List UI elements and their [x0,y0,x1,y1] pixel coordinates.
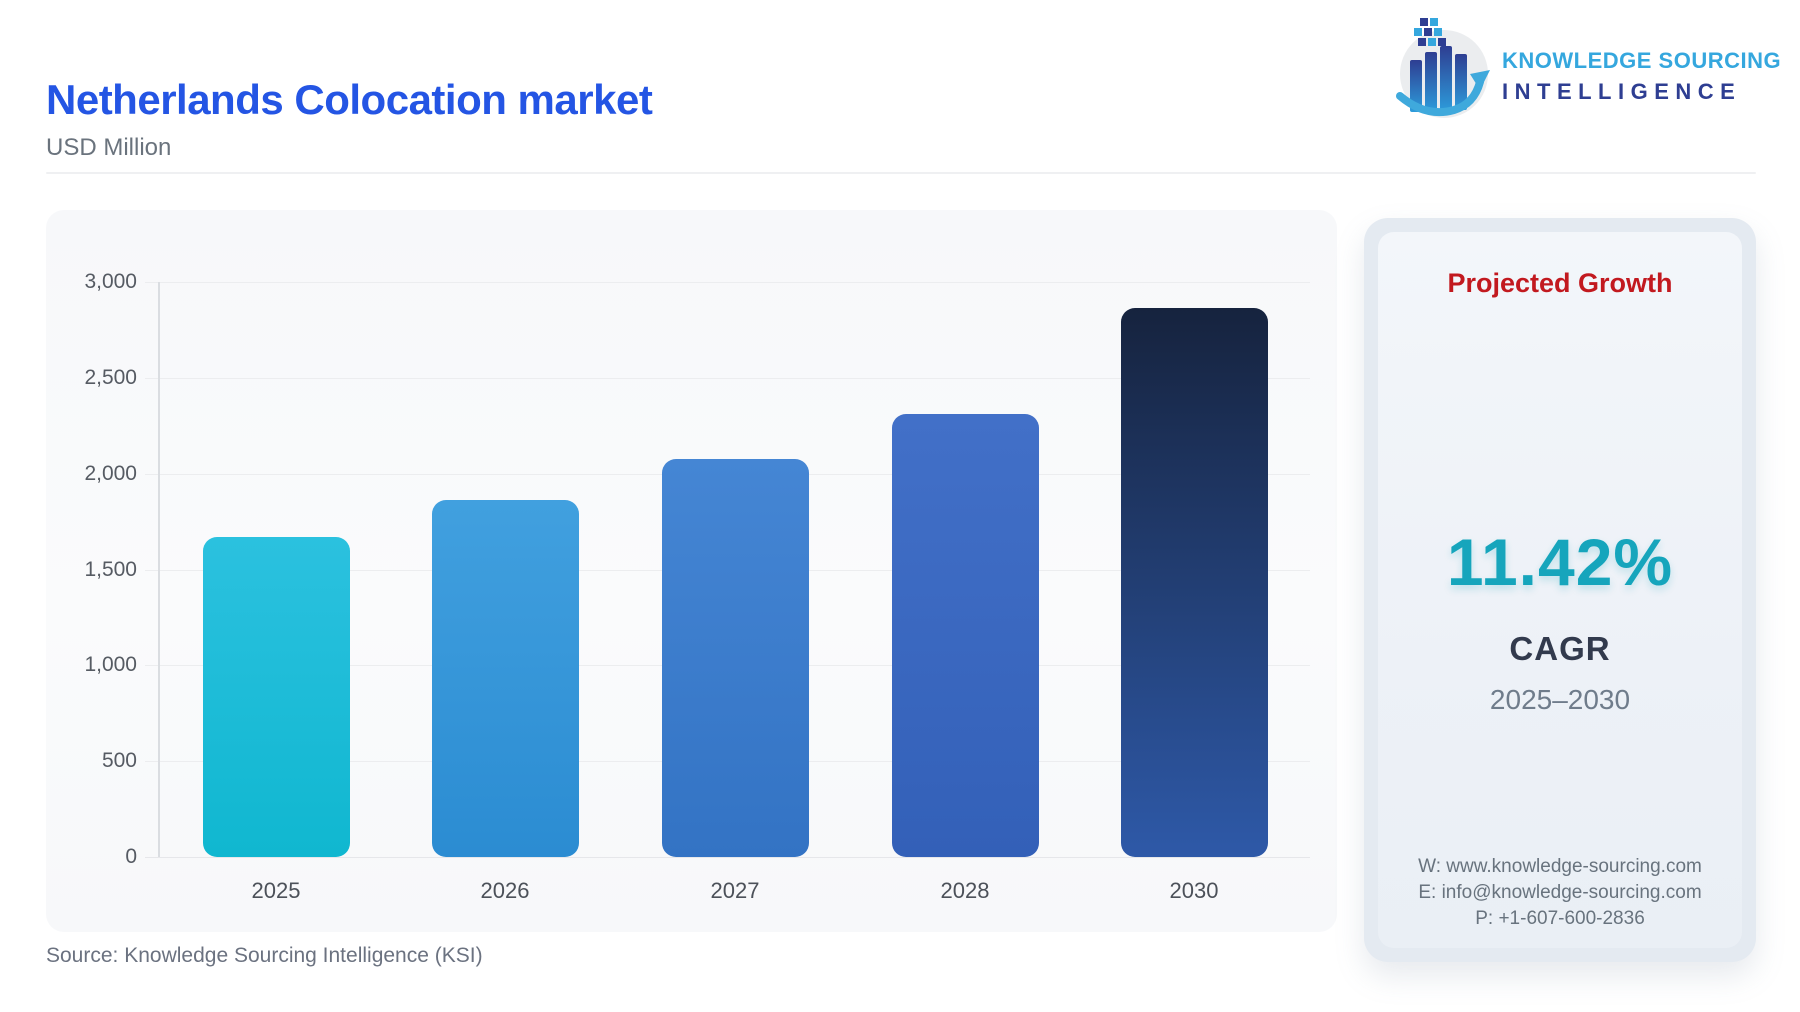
y-axis-line [158,282,160,857]
bar-2027[interactable] [661,459,809,857]
gridline-3000 [145,282,1310,283]
units-label: USD Million [46,134,172,161]
x-axis-label-2025: 2025 [251,878,301,903]
contact-website: W: www.knowledge-sourcing.com [1418,856,1702,877]
cagr-period: 2025–2030 [1489,684,1631,715]
y-axis-tick-label: 2,000 [84,462,137,485]
y-axis-tick-label: 1,000 [84,653,137,676]
bar-2030[interactable] [1120,308,1268,857]
bar-chart: 0 500 1,000 1,500 2,000 2,500 3,000 2025 2026 202… [46,210,1337,932]
cagr-label: CAGR [1509,630,1611,667]
logo-text-intelligence: INTELLIGENCE [1502,79,1742,104]
contact-block: W: www.knowledge-sourcing.com E: info@kn… [1378,854,1742,932]
brand-logo-text: KNOWLEDGE SOURCING INTELLIGENCE [1502,48,1781,105]
chart-card: 0 500 1,000 1,500 2,000 2,500 3,000 2025 2026 202… [46,210,1337,932]
projected-growth-panel: Projected Growth 11.42% CAGR 2025–2030 W… [1364,218,1756,962]
contact-phone: P: +1-607-600-2836 [1475,908,1645,929]
y-axis-tick-label: 3,000 [84,270,137,293]
brand-logo-icon [1396,18,1490,118]
contact-email: E: info@knowledge-sourcing.com [1418,882,1702,903]
y-axis-tick-label: 0 [125,845,137,868]
source-note: Source: Knowledge Sourcing Intelligence … [46,944,483,967]
gridline-0 [145,857,1310,858]
y-axis-tick-label: 2,500 [84,366,137,389]
x-axis-label-2026: 2026 [480,878,530,903]
logo-text-knowledge-sourcing: KNOWLEDGE SOURCING [1502,48,1782,73]
bar-2028[interactable] [891,414,1039,857]
bar-2026[interactable] [431,500,579,857]
projected-growth-card: Projected Growth 11.42% CAGR 2025–2030 W… [1378,232,1742,948]
x-axis-label-2030: 2030 [1169,878,1219,903]
x-axis-label-2027: 2027 [710,878,760,903]
y-axis-tick-label: 1,500 [84,558,137,581]
panel-title: Projected Growth [1447,268,1673,298]
gridline-2500 [145,378,1310,379]
cagr-value: 11.42% [1446,525,1674,599]
brand-logo: KNOWLEDGE SOURCING INTELLIGENCE [1392,14,1781,122]
page-title: Netherlands Colocation market [46,76,653,124]
x-axis-label-2028: 2028 [940,878,990,903]
y-axis-tick-label: 500 [101,749,137,772]
header-divider [46,172,1756,174]
bar-2025[interactable] [202,537,350,857]
